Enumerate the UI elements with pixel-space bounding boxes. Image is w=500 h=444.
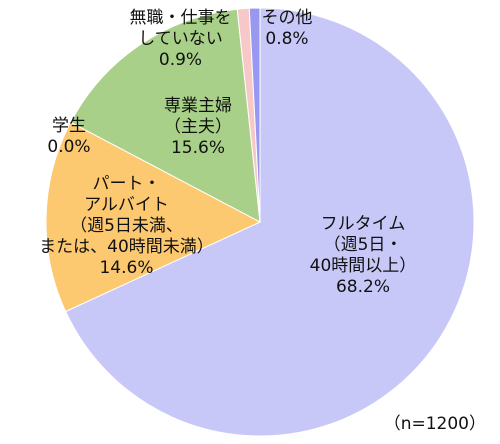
label-unemployed-line1: 無職・仕事を — [129, 8, 232, 28]
label-student-line1: 学生 — [52, 116, 86, 136]
label-homemaker: 専業主婦 （主夫） 15.6% — [148, 96, 248, 159]
label-unemployed-pct: 0.9% — [158, 50, 203, 70]
label-parttime-line4: または、40時間未満） — [39, 237, 214, 257]
label-unemployed: 無職・仕事を していない 0.9% — [118, 8, 243, 71]
label-student: 学生 0.0% — [34, 116, 104, 158]
label-other-pct: 0.8% — [265, 29, 309, 49]
label-fulltime-line3: 40時間以上） — [309, 256, 417, 276]
label-parttime-pct: 14.6% — [99, 258, 154, 278]
label-other: その他 0.8% — [248, 8, 326, 50]
label-student-pct: 0.0% — [47, 137, 91, 157]
label-parttime-line1: パート・ — [92, 174, 161, 194]
label-homemaker-line2: （主夫） — [164, 117, 232, 137]
pie-slice-1 — [45, 121, 262, 313]
label-fulltime-line2: （週5日・ — [323, 235, 403, 255]
label-parttime-line2: アルバイト — [84, 195, 169, 215]
pie-slice-5 — [248, 7, 261, 223]
label-other-line1: その他 — [261, 8, 313, 28]
label-homemaker-line1: 専業主婦 — [164, 96, 232, 116]
label-parttime: パート・ アルバイト （週5日未満、 または、40時間未満） 14.6% — [14, 174, 239, 279]
label-homemaker-pct: 15.6% — [170, 138, 225, 158]
label-parttime-line3: （週5日未満、 — [70, 216, 183, 236]
label-fulltime: フルタイム （週5日・ 40時間以上） 68.2% — [308, 214, 418, 298]
pie-slice-3 — [69, 8, 261, 223]
pie-slice-0 — [64, 7, 475, 437]
label-unemployed-line2: していない — [138, 29, 223, 49]
label-fulltime-line1: フルタイム — [320, 214, 406, 234]
label-fulltime-pct: 68.2% — [335, 277, 390, 297]
sample-size-note: （n=1200） — [383, 414, 486, 434]
